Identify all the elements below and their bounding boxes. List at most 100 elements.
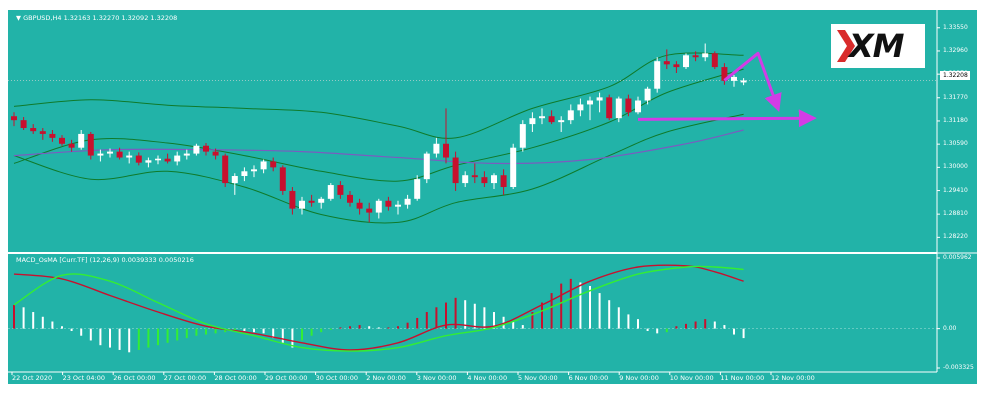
logo-text: XM xyxy=(849,27,905,65)
candle xyxy=(11,112,17,127)
candle xyxy=(251,165,257,178)
histogram-bar xyxy=(291,328,294,348)
candle xyxy=(183,149,190,160)
candle-body xyxy=(222,155,229,184)
candle-body xyxy=(683,55,689,68)
candle-body xyxy=(193,145,200,154)
candle xyxy=(491,173,497,189)
time-tick-label: 10 Nov 00:00 xyxy=(669,374,714,382)
histogram-bar xyxy=(473,303,476,329)
time-tick-label: 12 Nov 00:00 xyxy=(771,374,815,382)
candle-body xyxy=(183,153,190,156)
histogram-bar xyxy=(685,323,687,329)
histogram-bar xyxy=(387,327,390,329)
histogram-bar xyxy=(99,328,102,346)
time-tick-label: 22 Oct 2020 xyxy=(12,374,53,382)
candle-body xyxy=(481,177,488,184)
candle xyxy=(337,181,344,199)
histogram-bar xyxy=(531,312,534,329)
histogram-bar xyxy=(694,321,697,329)
histogram-bar xyxy=(281,328,284,343)
histogram-bar xyxy=(310,328,313,336)
ohlc-values: 1.32163 1.32270 1.32092 1.32208 xyxy=(63,14,178,22)
histogram-bar xyxy=(185,328,188,339)
candle xyxy=(222,153,229,188)
arrow-layer xyxy=(637,51,817,128)
candle-body xyxy=(510,147,517,188)
price-tick-label: 1.30000 xyxy=(943,163,968,171)
histogram-bar xyxy=(541,302,543,329)
candle xyxy=(625,94,632,117)
candle-body xyxy=(174,155,181,162)
candle xyxy=(116,147,123,160)
candle-body xyxy=(11,116,17,121)
logo-chevron-icon xyxy=(837,30,855,62)
histogram-bar xyxy=(157,328,159,346)
candle xyxy=(107,148,113,158)
candle-body xyxy=(116,151,123,158)
candle-body xyxy=(731,76,737,81)
candle-body xyxy=(702,53,709,58)
candle-body xyxy=(212,151,219,156)
indicator-layer xyxy=(8,52,937,224)
histogram-bar xyxy=(377,327,380,329)
candle xyxy=(68,139,75,152)
candle xyxy=(135,152,142,166)
candle xyxy=(510,143,517,189)
candle xyxy=(702,43,709,62)
price-tick-label: 1.32960 xyxy=(943,46,968,54)
histogram-bar xyxy=(589,285,591,329)
histogram-bar xyxy=(147,328,150,348)
candle xyxy=(164,153,171,164)
candle xyxy=(663,49,670,70)
candle-body xyxy=(49,133,56,138)
macd-tick-label: -0.003325 xyxy=(943,364,974,371)
candle xyxy=(683,53,689,70)
candle-body xyxy=(270,161,277,168)
candle-body xyxy=(347,194,353,203)
candle xyxy=(193,143,200,156)
histogram-bar xyxy=(550,293,553,329)
candle xyxy=(481,171,488,188)
candle xyxy=(347,190,353,207)
histogram-bar xyxy=(233,328,236,331)
candle xyxy=(596,92,603,113)
candle xyxy=(20,117,27,130)
slow_ma-line-3 xyxy=(13,129,744,165)
histogram-bar xyxy=(272,328,275,339)
candle-body xyxy=(433,143,440,154)
histogram-bar xyxy=(656,328,659,334)
histogram-bar xyxy=(320,328,323,333)
price-tick-label: 1.31770 xyxy=(943,93,968,101)
time-tick-label: 30 Oct 00:00 xyxy=(315,374,358,382)
histogram-bar xyxy=(195,328,198,336)
histogram-bar xyxy=(243,328,246,331)
histogram-bar xyxy=(224,328,227,333)
time-tick-label: 26 Oct 00:00 xyxy=(113,374,156,382)
candle xyxy=(289,187,296,215)
candle-body xyxy=(692,55,699,58)
histogram-bar xyxy=(329,328,332,330)
dropdown-arrow-icon[interactable]: ▼ xyxy=(16,14,21,22)
candle-body xyxy=(251,169,257,172)
candle xyxy=(78,130,85,150)
candle xyxy=(519,120,526,152)
time-tick-label: 28 Oct 00:00 xyxy=(214,374,257,382)
candle-body xyxy=(97,153,104,156)
current-price-badge: 1.32208 xyxy=(940,71,970,80)
candle xyxy=(548,110,555,125)
time-tick-label: 23 Oct 04:00 xyxy=(62,374,105,382)
candle-body xyxy=(404,198,411,205)
histogram-bar xyxy=(704,319,707,329)
histogram-bar xyxy=(205,328,207,335)
candle xyxy=(126,151,133,164)
candle xyxy=(452,151,459,191)
histogram-bar xyxy=(733,328,735,335)
time-tick-label: 5 Nov 00:00 xyxy=(518,374,558,382)
candle xyxy=(654,57,661,93)
candle-body xyxy=(327,185,334,199)
candle xyxy=(385,196,392,211)
candle-body xyxy=(107,151,113,154)
time-tick-label: 6 Nov 00:00 xyxy=(568,374,609,382)
histogram-bar xyxy=(253,328,255,333)
